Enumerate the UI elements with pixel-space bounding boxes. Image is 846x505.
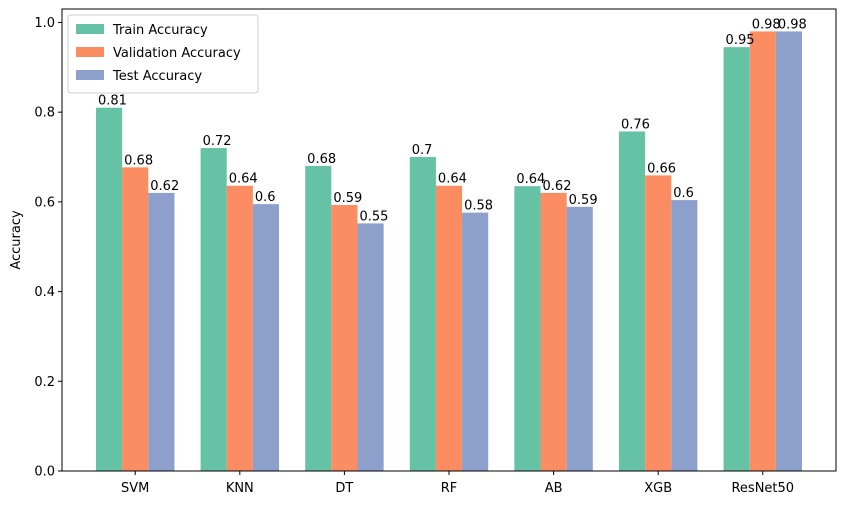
bar-ab-series-1	[540, 192, 567, 472]
bar-resnet50-series-2	[775, 31, 803, 471]
bar-rf-series-2	[462, 212, 489, 471]
bar-xgb-series-0	[618, 131, 646, 471]
bar-resnet50-series-1	[749, 31, 776, 471]
bar-dt-series-2	[357, 223, 384, 471]
data-label-dt-series-1: 0.59	[333, 191, 362, 206]
bar-knn-series-1	[226, 185, 253, 472]
bar-dt-series-0	[305, 165, 332, 471]
data-label-ab-series-2: 0.59	[569, 193, 598, 208]
data-label-rf-series-2: 0.58	[464, 199, 493, 214]
legend-label-0: Train Accuracy	[112, 23, 208, 38]
x-tick-label-xgb: XGB	[644, 481, 672, 496]
y-axis: 0.0 0.2 0.4 0.6 0.8 1.0	[34, 16, 62, 480]
bar-resnet50-series-0	[723, 47, 750, 471]
data-label-xgb-series-1: 0.66	[647, 161, 676, 176]
legend-label-1: Validation Accuracy	[113, 46, 241, 61]
legend-box	[67, 14, 259, 94]
data-label-rf-series-0: 0.7	[412, 143, 433, 158]
x-tick-label-knn: KNN	[226, 481, 254, 496]
bar-svm-series-2	[148, 192, 175, 472]
legend-swatch-1	[76, 47, 104, 57]
bar-ab-series-0	[514, 186, 541, 472]
legend-label-2: Test Accuracy	[112, 69, 202, 84]
data-label-xgb-series-2: 0.6	[673, 186, 694, 201]
data-label-xgb-series-0: 0.76	[621, 117, 650, 132]
y-tick-label: 0.2	[34, 375, 55, 390]
x-tick-label-svm: SVM	[121, 481, 149, 496]
legend-swatch-2	[76, 70, 104, 80]
legend: Train Accuracy Validation Accuracy Test Ac…	[67, 14, 259, 94]
x-tick-label-rf: RF	[441, 481, 458, 496]
y-axis-label: Accuracy	[9, 210, 24, 270]
y-tick-label: 0.0	[34, 465, 55, 480]
bars-group	[95, 31, 803, 472]
y-tick-label: 0.4	[34, 285, 55, 300]
x-tick-label-ab: AB	[545, 481, 563, 496]
y-tick-label: 0.8	[34, 106, 55, 121]
bar-rf-series-1	[435, 185, 463, 472]
data-label-rf-series-1: 0.64	[438, 172, 467, 187]
x-tick-label-resnet50: ResNet50	[731, 481, 794, 496]
data-label-resnet50-series-2: 0.98	[778, 17, 807, 32]
data-label-dt-series-0: 0.68	[307, 152, 336, 167]
data-label-knn-series-1: 0.64	[229, 172, 258, 187]
bar-knn-series-0	[200, 148, 227, 472]
bar-rf-series-0	[409, 157, 436, 472]
bar-xgb-series-2	[671, 200, 698, 472]
data-label-resnet50-series-1: 0.98	[752, 17, 781, 32]
legend-swatch-0	[76, 24, 104, 34]
bar-dt-series-1	[331, 205, 358, 471]
bar-knn-series-2	[252, 204, 280, 471]
data-label-dt-series-2: 0.55	[359, 209, 388, 224]
data-label-ab-series-1: 0.62	[543, 179, 572, 194]
x-axis: SVM KNN DT RF AB XGB ResNet50	[121, 471, 794, 496]
y-tick-label: 1.0	[34, 16, 55, 31]
data-label-svm-series-1: 0.68	[124, 153, 153, 168]
data-label-ab-series-0: 0.64	[516, 172, 545, 187]
bar-svm-series-1	[122, 167, 149, 471]
data-label-svm-series-2: 0.62	[150, 179, 179, 194]
bar-ab-series-2	[566, 206, 593, 471]
bar-xgb-series-1	[645, 175, 672, 471]
data-labels-group: 0.81 0.68 0.62 0.72 0.64 0.6 0.68 0.59 0.55 0.7 0.…	[98, 17, 807, 224]
data-label-knn-series-0: 0.72	[203, 134, 232, 149]
x-tick-label-dt: DT	[335, 481, 353, 496]
data-label-resnet50-series-0: 0.95	[726, 33, 755, 48]
bar-svm-series-0	[95, 107, 123, 471]
data-label-svm-series-0: 0.81	[98, 94, 127, 109]
data-label-knn-series-2: 0.6	[255, 190, 276, 205]
y-tick-label: 0.6	[34, 195, 55, 210]
